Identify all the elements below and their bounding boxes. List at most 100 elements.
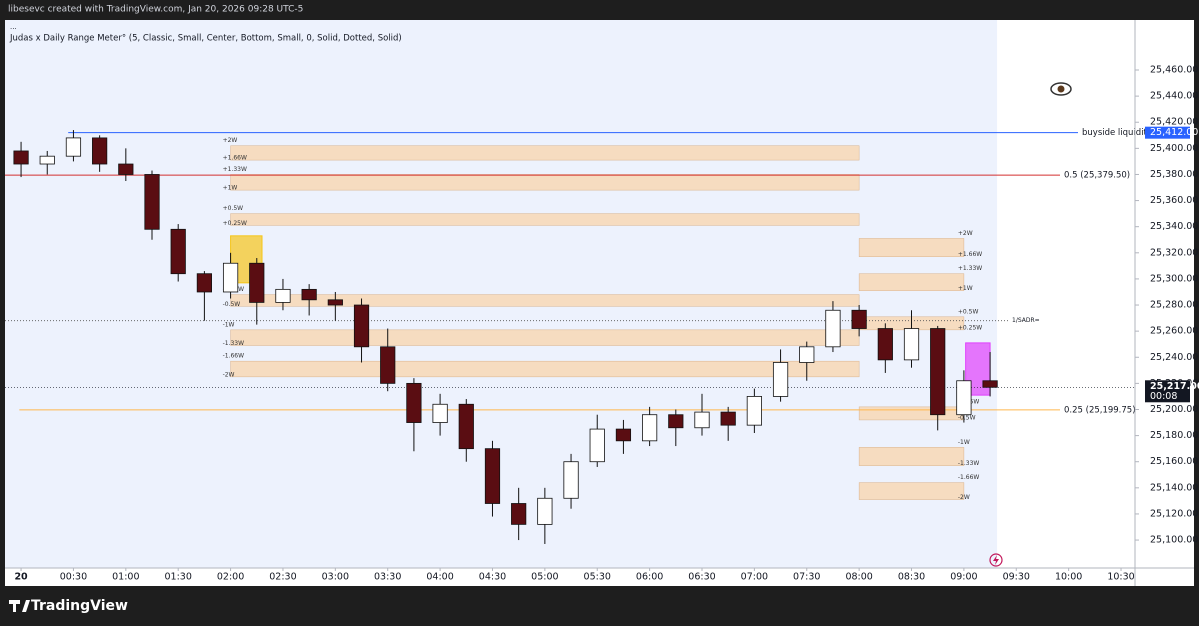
candle-body xyxy=(563,461,579,499)
x-tick-label: 10:30 xyxy=(1107,572,1134,583)
candle-body xyxy=(118,163,134,175)
candle-body xyxy=(746,396,762,426)
candle-body xyxy=(301,288,317,301)
x-tick-label: 01:30 xyxy=(165,572,192,583)
candle-body xyxy=(222,262,239,293)
zone-label: +2W xyxy=(958,230,973,237)
price-badge-label: 25,412.00 xyxy=(1150,127,1198,138)
y-tick-label: 25,340.00 xyxy=(1150,221,1198,232)
menu-dots[interactable]: ... xyxy=(10,23,17,31)
y-tick-label: 25,160.00 xyxy=(1150,456,1198,467)
x-tick-label: 08:30 xyxy=(898,572,925,583)
last-price-label: 25,217.00 xyxy=(1150,381,1199,392)
zone-label: +1.66W xyxy=(223,155,247,162)
zone-label: -1.66W xyxy=(958,474,980,481)
range-zone xyxy=(858,273,965,291)
candle-body xyxy=(877,328,893,361)
x-tick-label: 09:00 xyxy=(950,572,977,583)
candle-body xyxy=(956,380,972,416)
candle-body xyxy=(825,309,841,348)
x-tick-label: 08:00 xyxy=(845,572,872,583)
candle-body xyxy=(772,362,789,397)
zone-label: +1.33W xyxy=(958,265,982,272)
x-tick-label: 10:00 xyxy=(1055,572,1082,583)
range-zone xyxy=(858,238,965,257)
y-tick-label: 25,300.00 xyxy=(1150,273,1198,284)
y-tick-label: 25,440.00 xyxy=(1150,91,1198,102)
x-tick-label: 06:00 xyxy=(636,572,663,583)
x-tick-label: 06:30 xyxy=(688,572,715,583)
y-tick-label: 25,420.00 xyxy=(1150,117,1198,128)
candle-body xyxy=(432,403,448,423)
range-zone xyxy=(230,329,860,346)
candle-body xyxy=(903,328,920,361)
zone-label: +0.5W xyxy=(223,205,244,212)
candle-body xyxy=(92,137,108,165)
zone-label: -1.33W xyxy=(223,340,245,347)
y-tick-label: 25,200.00 xyxy=(1150,404,1198,415)
candle-body xyxy=(642,414,658,442)
candle-body xyxy=(484,448,501,504)
x-tick-label: 02:00 xyxy=(217,572,244,583)
brand: TradingView xyxy=(31,598,128,614)
range-zone xyxy=(858,482,965,500)
x-tick-label: 05:00 xyxy=(531,572,558,583)
range-zone xyxy=(858,447,965,466)
x-tick-label: 05:30 xyxy=(584,572,611,583)
y-tick-label: 25,320.00 xyxy=(1150,247,1198,258)
candle-body xyxy=(668,414,684,429)
x-tick-label: 07:00 xyxy=(741,572,768,583)
range-zone xyxy=(230,213,860,226)
range-zone xyxy=(858,406,965,421)
last-price-badge xyxy=(1145,380,1190,403)
range-zone xyxy=(230,174,860,191)
session-shading xyxy=(5,20,998,568)
range-zone xyxy=(230,294,860,307)
eye-icon[interactable] xyxy=(1050,82,1072,96)
level-label: 0.25 (25,199.75) xyxy=(1064,405,1136,415)
zone-label: -1.66W xyxy=(223,353,245,360)
price-badge xyxy=(1145,126,1190,139)
x-tick-label: 03:00 xyxy=(322,572,349,583)
level-label: buyside liquidity xyxy=(1082,128,1152,138)
x-tick-label: 09:30 xyxy=(1003,572,1030,583)
candle-body xyxy=(615,428,632,442)
plot-layer: +2W+1.66W+1.33W+1W+0.5W+0.25W-0.25W-0.5W… xyxy=(5,20,1152,568)
zone-label: -1W xyxy=(958,439,970,446)
zone-label: +1.66W xyxy=(958,251,982,258)
candle-body xyxy=(458,403,474,450)
footer-logo: TradingView xyxy=(9,598,128,614)
level-label: 1/SADR= xyxy=(1012,317,1040,324)
zone-label: -2W xyxy=(223,371,235,378)
zone-label: +1W xyxy=(223,185,238,192)
credit: libesevc created with TradingView.com, J… xyxy=(8,5,303,15)
y-tick-label: 25,140.00 xyxy=(1150,482,1198,493)
y-tick-label: 25,180.00 xyxy=(1150,430,1198,441)
candle-body xyxy=(196,273,212,293)
zone-label: +2W xyxy=(223,137,238,144)
candle-body xyxy=(589,428,605,463)
candle-body xyxy=(327,299,343,306)
range-zone xyxy=(230,145,860,161)
y-tick-label: 25,380.00 xyxy=(1150,169,1198,180)
y-tick-label: 25,360.00 xyxy=(1150,195,1198,206)
zone-label: +1W xyxy=(958,285,973,292)
candle-body xyxy=(144,174,160,230)
y-tick-label: 25,400.00 xyxy=(1150,143,1198,154)
candle-body xyxy=(353,304,370,348)
candle-body xyxy=(537,497,553,525)
zone-label: -2W xyxy=(958,494,970,501)
level-label: 0.5 (25,379.50) xyxy=(1064,171,1130,181)
zone-label: -1W xyxy=(223,321,235,328)
alert-icon[interactable] xyxy=(989,553,1003,567)
candle-body xyxy=(799,346,815,363)
zone-label: +0.25W xyxy=(223,220,247,227)
candle-body xyxy=(720,411,736,426)
indicator-legend[interactable]: Judas x Daily Range Meter° (5, Classic, … xyxy=(9,34,402,44)
x-tick-label: 04:00 xyxy=(426,572,453,583)
candle-body xyxy=(694,411,710,429)
candle-body xyxy=(39,155,55,165)
y-tick-label: 25,460.00 xyxy=(1150,65,1198,76)
